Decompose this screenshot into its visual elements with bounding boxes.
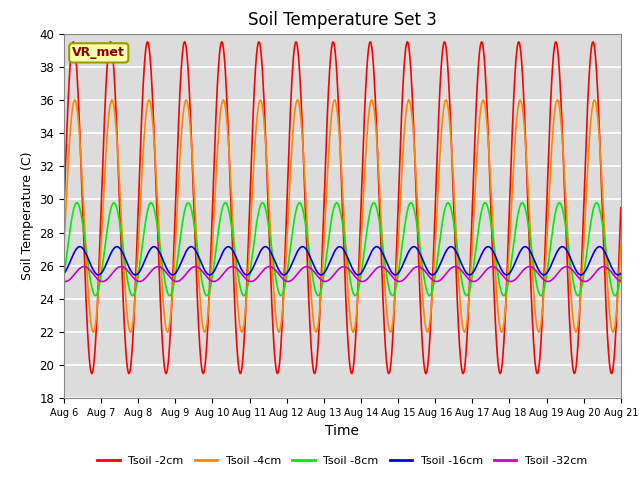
Tsoil -16cm	[298, 244, 306, 250]
Tsoil -32cm	[274, 270, 282, 276]
Line: Tsoil -8cm: Tsoil -8cm	[64, 203, 621, 296]
Tsoil -8cm	[110, 200, 118, 205]
Line: Tsoil -4cm: Tsoil -4cm	[64, 100, 621, 332]
Tsoil -8cm	[617, 273, 625, 278]
Tsoil -32cm	[298, 266, 306, 272]
Tsoil -16cm	[614, 272, 622, 278]
Tsoil -2cm	[546, 112, 554, 118]
Tsoil -2cm	[617, 205, 625, 211]
Tsoil -2cm	[157, 307, 164, 313]
Tsoil -2cm	[298, 113, 306, 119]
Tsoil -2cm	[70, 39, 77, 45]
Y-axis label: Soil Temperature (C): Soil Temperature (C)	[20, 152, 34, 280]
Tsoil -8cm	[129, 293, 136, 299]
X-axis label: Time: Time	[325, 424, 360, 438]
Line: Tsoil -16cm: Tsoil -16cm	[64, 247, 621, 275]
Tsoil -8cm	[274, 287, 282, 292]
Tsoil -16cm	[274, 265, 282, 271]
Tsoil -4cm	[60, 242, 68, 248]
Tsoil -8cm	[124, 278, 132, 284]
Tsoil -8cm	[606, 278, 614, 284]
Tsoil -32cm	[124, 268, 131, 274]
Tsoil -2cm	[274, 371, 282, 376]
Tsoil -16cm	[60, 270, 68, 276]
Text: VR_met: VR_met	[72, 47, 125, 60]
Tsoil -16cm	[76, 244, 84, 250]
Tsoil -32cm	[210, 278, 218, 284]
Tsoil -8cm	[547, 245, 554, 251]
Line: Tsoil -32cm: Tsoil -32cm	[64, 266, 621, 281]
Tsoil -2cm	[124, 367, 132, 372]
Tsoil -8cm	[298, 204, 306, 210]
Tsoil -4cm	[591, 97, 598, 103]
Tsoil -4cm	[546, 178, 554, 183]
Tsoil -32cm	[228, 264, 236, 269]
Tsoil -16cm	[606, 261, 614, 267]
Tsoil -4cm	[617, 242, 625, 248]
Tsoil -16cm	[617, 270, 625, 276]
Tsoil -4cm	[298, 125, 305, 131]
Legend: Tsoil -2cm, Tsoil -4cm, Tsoil -8cm, Tsoil -16cm, Tsoil -32cm: Tsoil -2cm, Tsoil -4cm, Tsoil -8cm, Tsoi…	[93, 451, 592, 470]
Title: Soil Temperature Set 3: Soil Temperature Set 3	[248, 11, 437, 29]
Tsoil -4cm	[124, 315, 131, 321]
Tsoil -16cm	[124, 262, 132, 267]
Tsoil -8cm	[60, 273, 68, 278]
Tsoil -16cm	[157, 252, 164, 258]
Tsoil -2cm	[60, 205, 68, 211]
Line: Tsoil -2cm: Tsoil -2cm	[64, 42, 621, 373]
Tsoil -2cm	[607, 371, 615, 376]
Tsoil -4cm	[274, 326, 282, 332]
Tsoil -2cm	[606, 365, 614, 371]
Tsoil -32cm	[606, 268, 614, 274]
Tsoil -4cm	[157, 257, 164, 263]
Tsoil -16cm	[546, 265, 554, 271]
Tsoil -8cm	[157, 251, 164, 256]
Tsoil -32cm	[157, 264, 164, 270]
Tsoil -32cm	[617, 278, 625, 284]
Tsoil -32cm	[547, 278, 554, 284]
Tsoil -4cm	[606, 315, 614, 321]
Tsoil -32cm	[60, 278, 68, 284]
Tsoil -4cm	[609, 329, 617, 335]
